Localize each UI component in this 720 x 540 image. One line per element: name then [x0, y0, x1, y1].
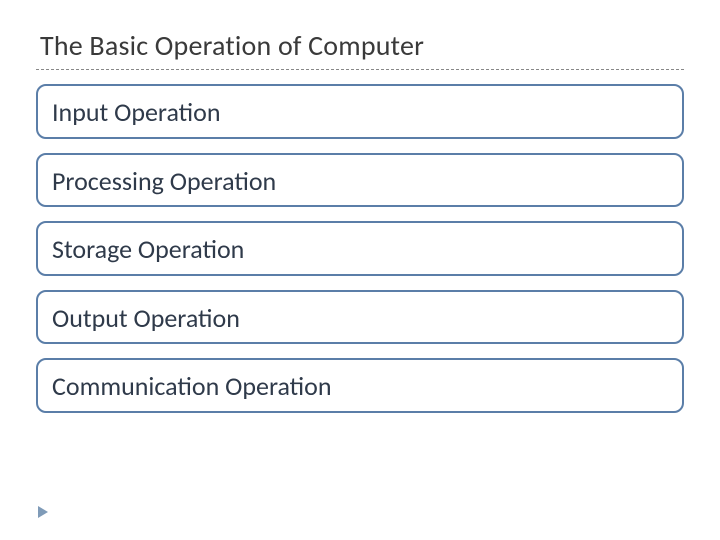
list-item: Input Operation [36, 84, 684, 139]
list-item: Processing Operation [36, 153, 684, 208]
bullet-icon [38, 506, 48, 518]
list-item-label: Storage Operation [52, 233, 244, 265]
list-item: Communication Operation [36, 358, 684, 413]
operations-list: Input Operation Processing Operation Sto… [36, 84, 684, 413]
list-item-label: Communication Operation [52, 370, 332, 402]
slide: The Basic Operation of Computer Input Op… [0, 0, 720, 540]
list-item: Storage Operation [36, 221, 684, 276]
list-item: Output Operation [36, 290, 684, 345]
list-item-label: Input Operation [52, 96, 221, 128]
slide-title: The Basic Operation of Computer [40, 28, 684, 63]
list-item-label: Processing Operation [52, 165, 276, 197]
title-divider [36, 69, 684, 70]
list-item-label: Output Operation [52, 302, 240, 334]
